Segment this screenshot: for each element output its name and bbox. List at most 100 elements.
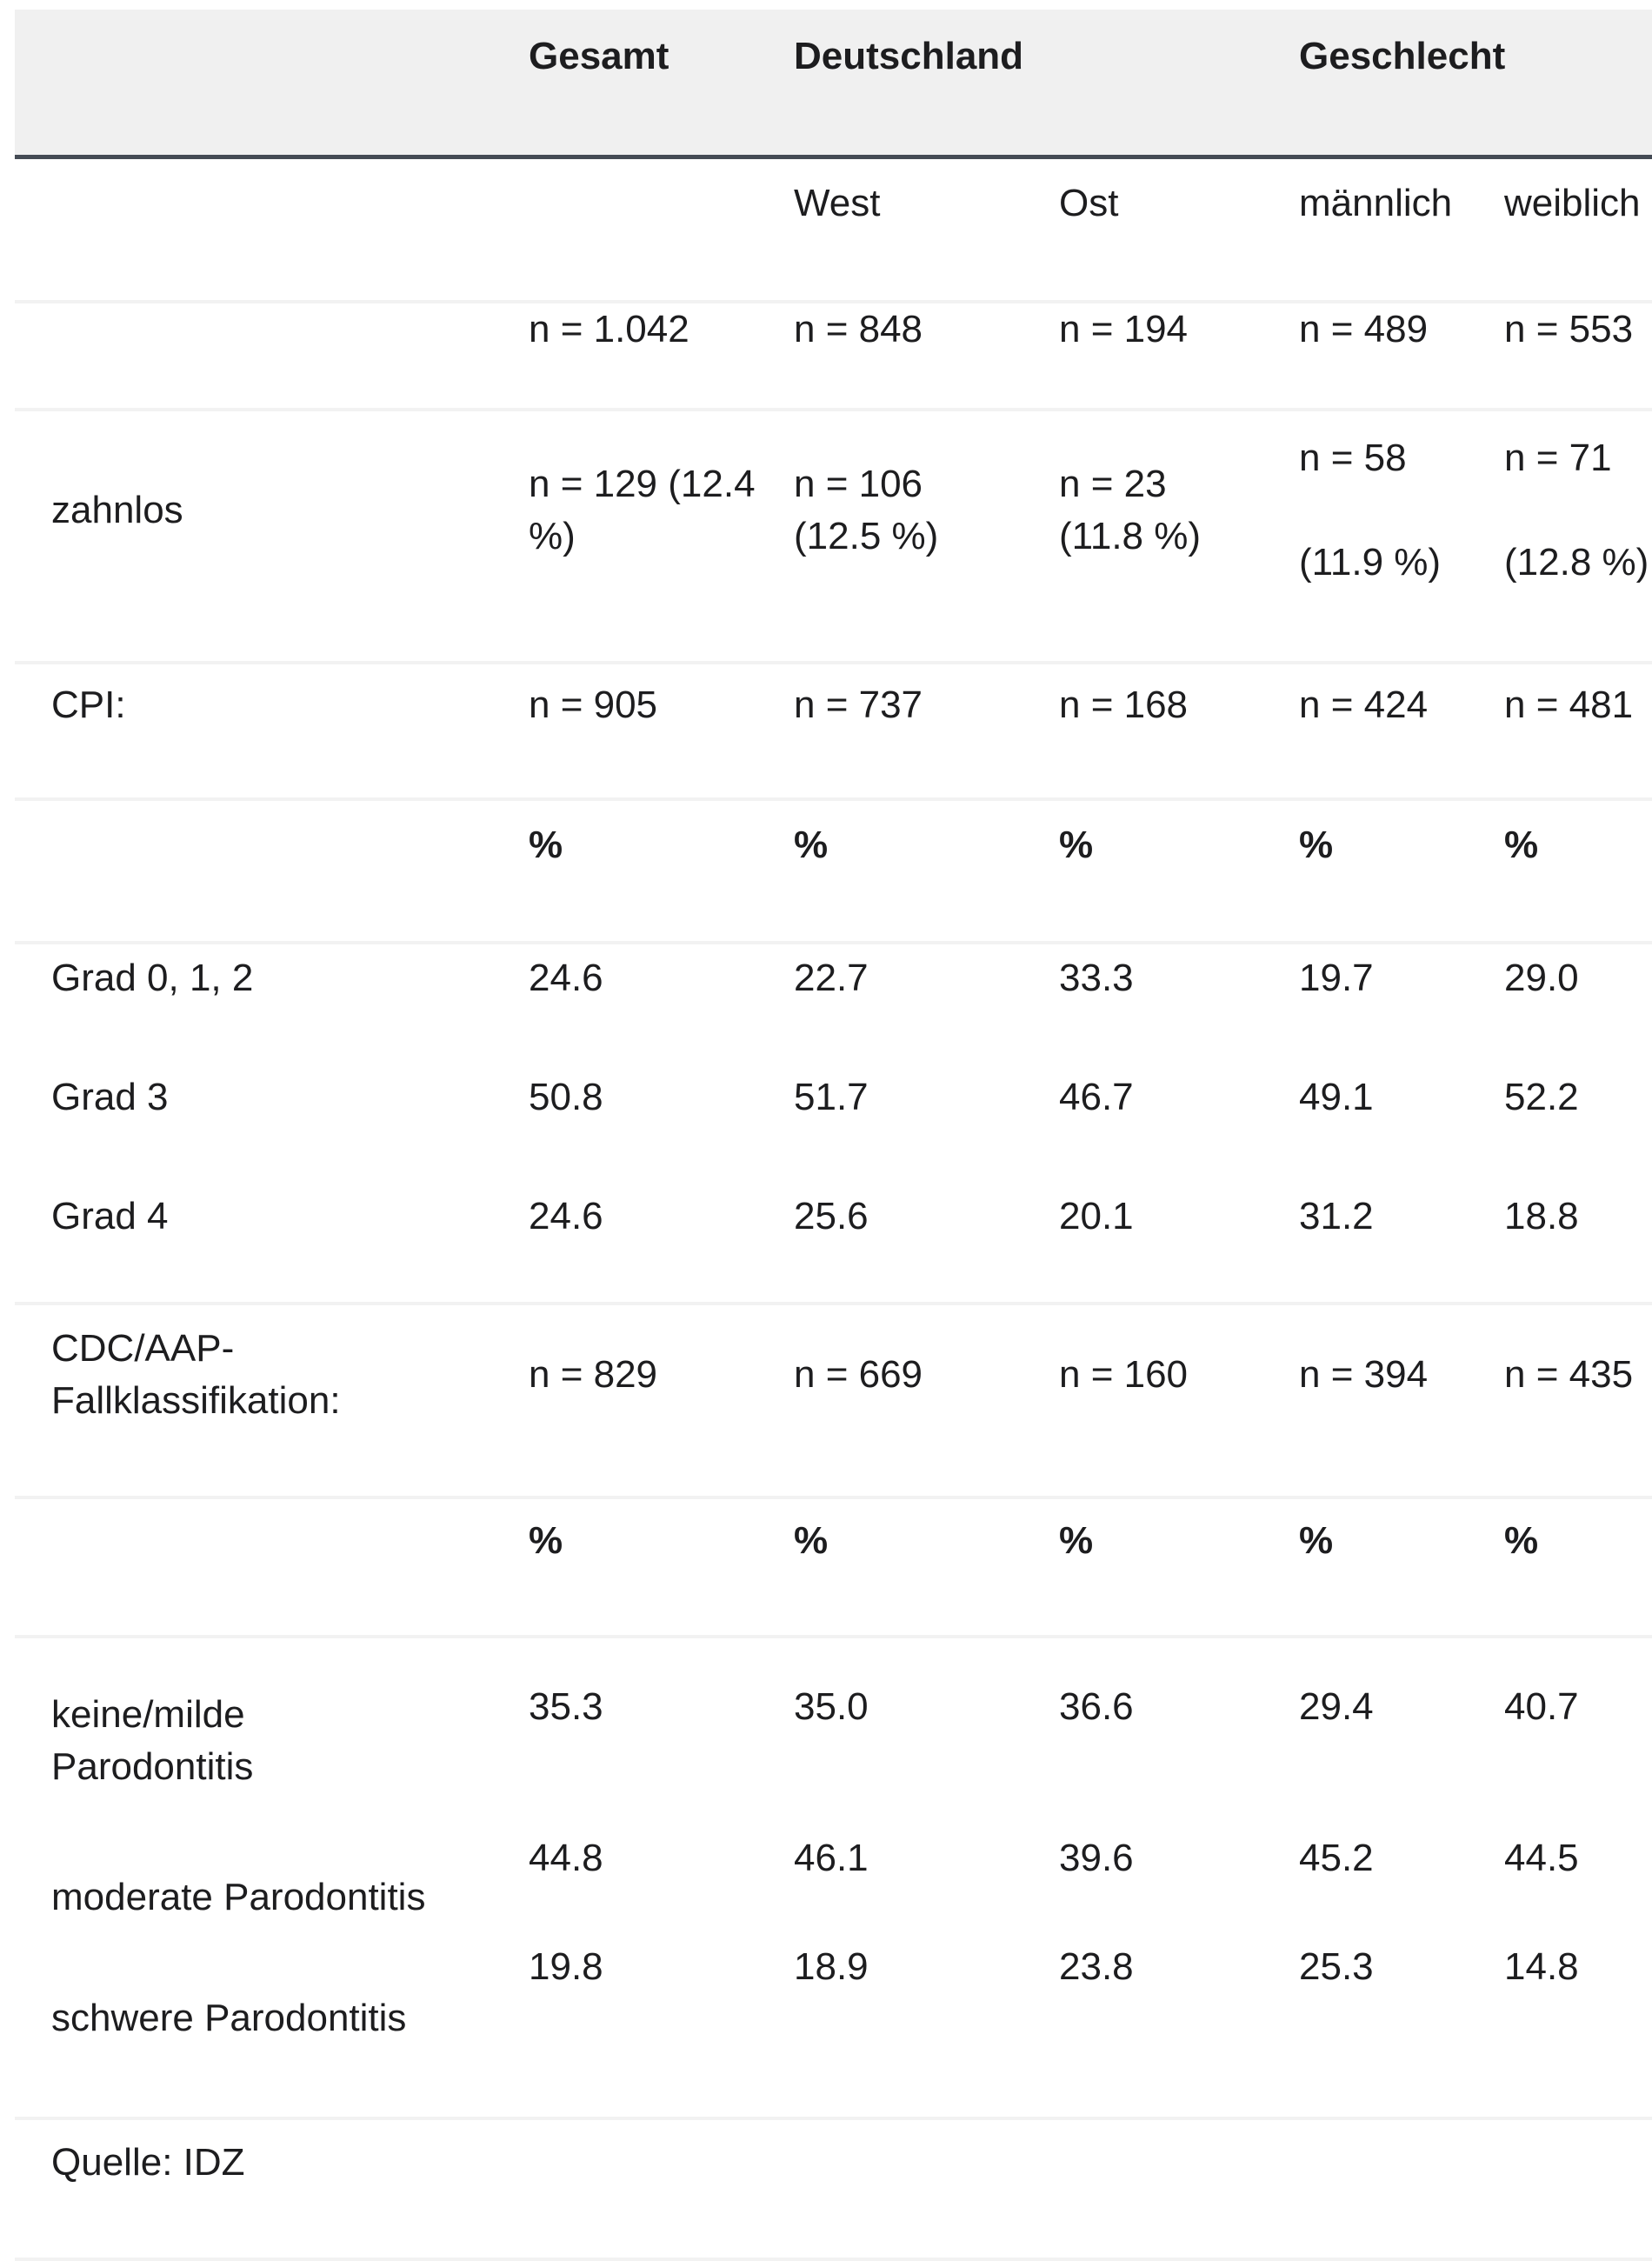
value-cell: 19.8 (529, 1945, 794, 2120)
value-text: n = 905 (529, 683, 658, 726)
row-label-text: Grad 3 (51, 1075, 169, 1118)
value-cell: n = 160 (1059, 1305, 1300, 1499)
value-cell: 51.7 (794, 1064, 1059, 1183)
value-cell: 50.8 (529, 1064, 794, 1183)
value-text: 19.7 (1299, 956, 1374, 999)
value-cell: % (529, 1499, 794, 1638)
value-cell: 33.3 (1059, 944, 1299, 1064)
value-cell: n = 905 (529, 664, 794, 801)
value-cell: % (1299, 801, 1505, 944)
subheader-label: West (794, 182, 881, 224)
value-cell: % (794, 801, 1059, 944)
value-cell: 29.4 (1299, 1638, 1504, 1843)
value-cell: n = 194 (1059, 303, 1300, 411)
value-text: n = 481 (1504, 683, 1634, 726)
value-text: 33.3 (1059, 956, 1134, 999)
value-cell: % (529, 801, 794, 944)
value-cell: n = 553 (1504, 303, 1652, 411)
value-cell: n = 168 (1059, 664, 1300, 801)
table-row-source: Quelle: IDZ (15, 2120, 1652, 2261)
value-cell: 35.0 (794, 1638, 1059, 1843)
value-text: n = 194 (1059, 308, 1189, 350)
value-cell: 40.7 (1504, 1638, 1652, 1843)
value-text: % (1059, 1519, 1094, 1562)
value-cell: 24.6 (529, 1183, 794, 1305)
value-text: % (1299, 1519, 1334, 1562)
row-label: CPI: (15, 664, 529, 801)
row-label: moderate Parodontitis (15, 1843, 529, 1951)
value-cell: 19.7 (1299, 944, 1504, 1064)
value-cell: 18.8 (1504, 1183, 1652, 1305)
value-text: n = 669 (794, 1352, 923, 1396)
row-label-text: moderate Parodontitis (51, 1875, 426, 1918)
value-text: 25.3 (1299, 1945, 1374, 1988)
group-header-gesamt: Gesamt (529, 10, 794, 159)
value-text: (11.9 %) (1299, 540, 1442, 584)
table-subheader-row: West Ost männlich weiblich (15, 159, 1652, 303)
subheader-label: Ost (1059, 182, 1119, 224)
value-text: 20.1 (1059, 1194, 1134, 1237)
subheader-west: West (794, 159, 1059, 303)
value-cell: 23.8 (1059, 1945, 1300, 2120)
value-cell: n = 71 (12.8 %) (1504, 411, 1652, 664)
value-text: % (1299, 823, 1334, 866)
group-header-geschlecht: Geschlecht (1299, 10, 1652, 159)
subheader-label: männlich (1299, 182, 1453, 224)
value-text: n = 829 (529, 1352, 658, 1396)
value-cell: 24.6 (529, 944, 794, 1064)
value-text: 35.0 (794, 1685, 869, 1728)
value-text: 44.8 (529, 1837, 603, 1879)
row-label-text: CPI: (51, 683, 126, 726)
value-text: 14.8 (1504, 1945, 1579, 1988)
value-cell: n = 829 (529, 1305, 794, 1499)
row-label (15, 303, 529, 411)
value-text: 36.6 (1059, 1685, 1134, 1728)
row-label: Grad 3 (15, 1064, 529, 1183)
value-cell: n = 481 (1504, 664, 1652, 801)
row-label (15, 801, 529, 944)
value-cell: n = 737 (794, 664, 1059, 801)
value-text: (12.8 %) (1504, 540, 1649, 584)
value-text: 50.8 (529, 1075, 603, 1118)
value-cell: 39.6 (1059, 1837, 1299, 1951)
value-text: 40.7 (1504, 1685, 1579, 1728)
value-text: n = 848 (794, 308, 923, 350)
value-text: % (529, 823, 563, 866)
value-cell: n = 394 (1299, 1305, 1505, 1499)
value-cell: n = 58 (11.9 %) (1299, 411, 1505, 664)
value-cell: 46.1 (794, 1837, 1059, 1951)
value-cell: 29.0 (1504, 944, 1652, 1064)
table-row-schwere: schwere Parodontitis 19.8 18.9 23.8 25.3 14.8 (15, 1945, 1652, 2120)
value-text: 49.1 (1299, 1075, 1374, 1118)
table-row-grad3: Grad 3 50.8 51.7 46.7 49.1 52.2 (15, 1064, 1652, 1183)
table-header-row: Gesamt Deutschland Geschlecht (15, 10, 1652, 159)
value-cell: 44.5 (1504, 1837, 1652, 1951)
value-cell: 52.2 (1504, 1064, 1652, 1183)
value-text: 19.8 (529, 1945, 603, 1988)
group-header-label: Geschlecht (1299, 34, 1506, 77)
row-label-text: Grad 0, 1, 2 (51, 956, 254, 999)
subheader-empty-cell (15, 159, 529, 303)
subheader-weiblich: weiblich (1504, 159, 1652, 303)
value-text: 31.2 (1299, 1194, 1374, 1237)
value-text: n = 106 (12.5 %) (794, 462, 939, 557)
value-text: 29.4 (1299, 1685, 1374, 1728)
value-cell: 14.8 (1504, 1945, 1652, 2120)
value-text: 23.8 (1059, 1945, 1134, 1988)
row-label: CDC/AAP- Fallklassifikation: (15, 1305, 529, 1499)
value-text: 46.7 (1059, 1075, 1134, 1118)
row-label: Grad 4 (15, 1183, 529, 1305)
value-cell: n = 669 (794, 1305, 1059, 1499)
value-text: % (794, 1519, 829, 1562)
value-text: % (1504, 823, 1539, 866)
value-cell: 46.7 (1059, 1064, 1299, 1183)
value-cell: 45.2 (1299, 1837, 1504, 1951)
value-text: % (794, 823, 829, 866)
value-cell: n = 1.042 (529, 303, 794, 411)
value-cell: n = 848 (794, 303, 1059, 411)
value-cell: 18.9 (794, 1945, 1059, 2120)
row-label: zahnlos (15, 411, 529, 664)
group-header-label: Deutschland (794, 34, 1024, 77)
value-text: 51.7 (794, 1075, 869, 1118)
table-row-n-total: n = 1.042 n = 848 n = 194 n = 489 n = 553 (15, 303, 1652, 411)
